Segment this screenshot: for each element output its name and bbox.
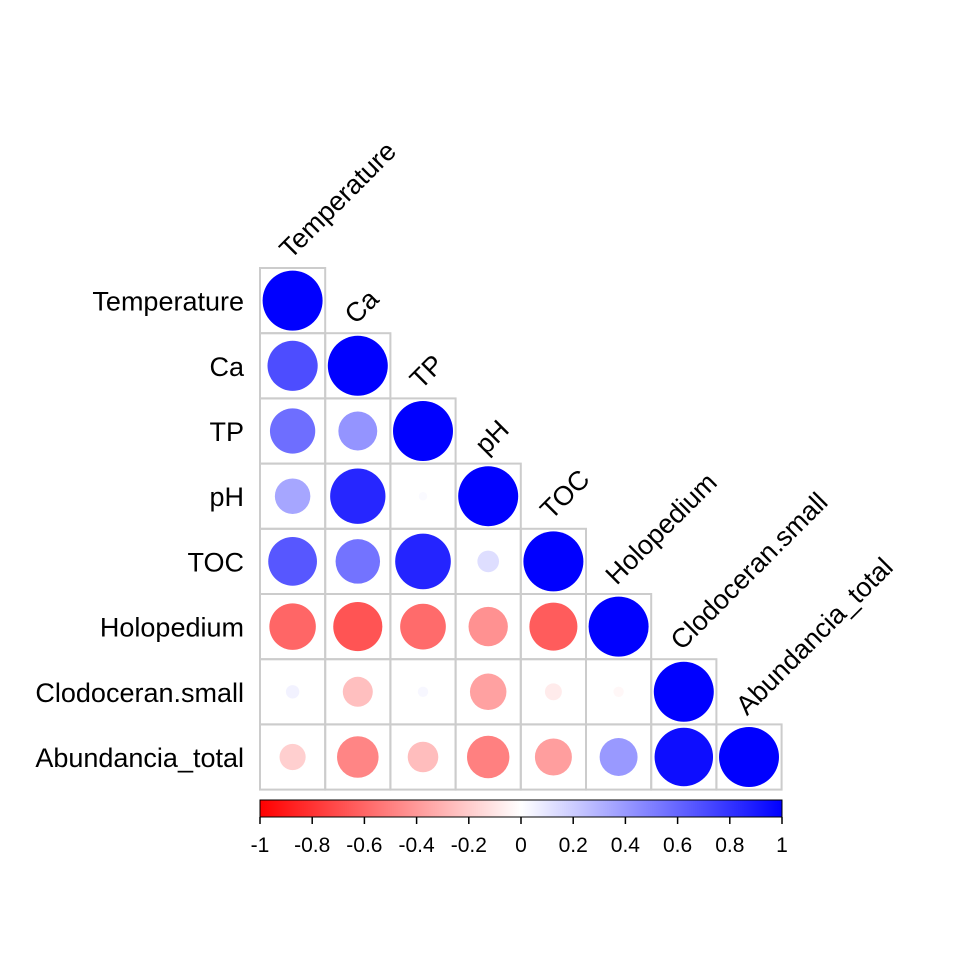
correlation-circle-Holopedium-pH xyxy=(468,606,508,647)
correlation-circle-Clodoceran.small-pH xyxy=(469,673,507,711)
row-label: pH xyxy=(209,482,244,512)
correlation-circle-TOC-Ca xyxy=(335,539,381,584)
correlation-circle-Clodoceran.small-TOC xyxy=(544,683,562,701)
grid-cell xyxy=(715,723,783,791)
correlation-circle-pH-Temperature xyxy=(274,478,311,514)
correlation-circle-Abundancia_total-Holopedium xyxy=(599,738,638,776)
row-label: Temperature xyxy=(92,287,244,317)
correlation-circle-Abundancia_total-Abundancia_total xyxy=(719,727,779,787)
correlation-circle-TOC-TP xyxy=(395,533,451,590)
legend-tick-label: 0.4 xyxy=(611,834,641,857)
row-label: Ca xyxy=(209,352,244,382)
correlation-circle-Clodoceran.small-Temperature xyxy=(285,685,300,699)
correlation-circle-pH-TP xyxy=(418,491,428,501)
column-label: Holopedium xyxy=(600,467,723,590)
legend-tick-label: -0.6 xyxy=(346,834,382,857)
color-legend-bar xyxy=(259,799,783,818)
column-label: Temperature xyxy=(274,136,402,264)
legend-tick-label: 0.8 xyxy=(715,834,744,857)
legend-tick-label: -0.8 xyxy=(294,834,330,857)
column-label: TOC xyxy=(534,464,595,525)
correlation-circle-Abundancia_total-pH xyxy=(466,735,510,779)
correlation-circle-Ca-Ca xyxy=(327,335,388,396)
correlation-circle-Clodoceran.small-Clodoceran.small xyxy=(653,661,714,722)
column-label: pH xyxy=(469,414,515,460)
column-label: Ca xyxy=(339,283,385,329)
legend-tick-label: -1 xyxy=(251,834,270,857)
legend-tick-label: -0.4 xyxy=(399,834,436,857)
correlation-circle-Abundancia_total-Ca xyxy=(337,736,379,778)
row-label: Abundancia_total xyxy=(35,743,244,773)
legend-tick-label: 0.6 xyxy=(663,834,692,857)
correlation-circle-Holopedium-TOC xyxy=(529,602,578,651)
correlation-circle-Temperature-Temperature xyxy=(262,270,323,331)
legend-tick-label: 0.2 xyxy=(559,834,588,857)
correlation-circle-Holopedium-Holopedium xyxy=(588,596,649,657)
correlation-circle-pH-pH xyxy=(458,466,519,527)
correlation-circle-Holopedium-Temperature xyxy=(269,603,316,650)
correlation-circle-TOC-Temperature xyxy=(268,537,317,586)
correlation-circle-TP-Temperature xyxy=(269,408,316,454)
row-label: TP xyxy=(209,417,244,447)
row-label: Clodoceran.small xyxy=(35,678,244,708)
row-label: TOC xyxy=(187,547,244,577)
correlation-circle-Abundancia_total-TOC xyxy=(534,738,572,776)
correlation-circle-Abundancia_total-TP xyxy=(407,741,439,773)
column-label: TP xyxy=(404,349,450,395)
legend-tick-label: 0 xyxy=(515,834,527,857)
correlation-circle-TP-Ca xyxy=(338,411,378,451)
correlation-circle-TOC-pH xyxy=(477,550,500,573)
correlation-circle-Clodoceran.small-Ca xyxy=(342,676,373,707)
correlation-circle-Clodoceran.small-Holopedium xyxy=(613,686,624,697)
correlation-circle-Ca-Temperature xyxy=(267,340,318,391)
correlation-circle-Holopedium-TP xyxy=(400,603,446,650)
row-label: Holopedium xyxy=(100,613,244,643)
correlation-circle-Abundancia_total-Temperature xyxy=(279,743,306,771)
correlation-circle-TP-TP xyxy=(393,401,453,461)
legend-tick-label: -0.2 xyxy=(451,834,487,857)
correlation-circle-Holopedium-Ca xyxy=(333,602,383,652)
legend-tick-label: 1 xyxy=(776,834,788,857)
correlation-circle-Clodoceran.small-TP xyxy=(417,686,429,697)
correlation-circle-pH-Ca xyxy=(330,468,386,524)
correlation-circle-Abundancia_total-Clodoceran.small xyxy=(654,727,714,787)
correlation-circle-TOC-TOC xyxy=(523,531,584,592)
